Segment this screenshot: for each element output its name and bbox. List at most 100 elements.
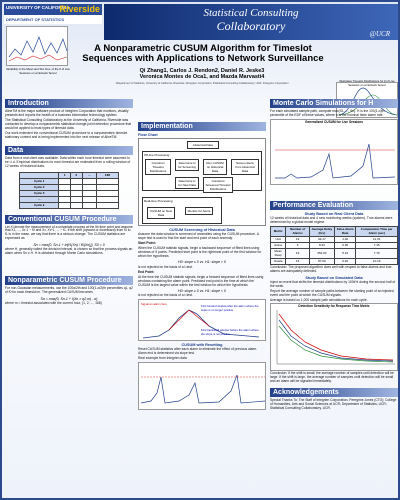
paragraph: Average is based on 1,000 sample path si… bbox=[270, 297, 368, 302]
column-header: Number of Alarms bbox=[285, 225, 310, 237]
column-header: Computation Time per Alarm (sec) bbox=[355, 225, 398, 237]
paragraph: Inject an event that shifts the timeslot… bbox=[270, 279, 396, 288]
flow-box: Construct Timeslot Distributions bbox=[145, 159, 171, 175]
department: DEPARTMENT OF STATISTICS bbox=[4, 15, 102, 24]
paragraph: Real example from Integrien data bbox=[138, 356, 187, 361]
paragraph: Report the average number of sample path… bbox=[270, 288, 394, 297]
author-line: Veronica Montes de Oca1, and Mazda Marva… bbox=[139, 74, 265, 81]
row-label: Cycle k bbox=[18, 201, 60, 209]
table-cell: 5.19 bbox=[333, 247, 357, 259]
flow-chart: Historical Data Off-line Processing Cons… bbox=[138, 138, 266, 226]
paragraphs: AlineTM is the major software product of… bbox=[5, 109, 133, 140]
affiliation: 1Department of Statistics, University of… bbox=[115, 82, 289, 85]
table-header: Metric Number of Alarms Average Delay (hrs… bbox=[269, 225, 398, 237]
figure-title: Generalized CUSUM for Live Sessions bbox=[305, 119, 363, 124]
author-line: Qi Zhang1, Carlos J. Rendon2, Daniel R. … bbox=[139, 68, 265, 74]
flow-box: Monitor for Alerts bbox=[185, 207, 213, 215]
header-figure-left bbox=[6, 26, 68, 66]
flow-box: Historical Data bbox=[187, 141, 219, 149]
campus: Riverside bbox=[59, 4, 100, 14]
paragraph: Data from a real client was available. D… bbox=[5, 155, 131, 168]
paragraph: Let Xi denote the measurement of a univa… bbox=[5, 224, 133, 241]
subheading: Study Based on Simulated Data bbox=[305, 275, 363, 280]
table-cell: Mean Resp bbox=[269, 247, 287, 259]
flow-box: Screen Alerts from Historical Data bbox=[231, 159, 259, 175]
paragraph: The Statistical Consulting Collaboratory… bbox=[5, 117, 132, 130]
authors: Qi Zhang1, Carlos J. Rendon2, Daniel R. … bbox=[92, 68, 312, 81]
figure-title: Detection Sensitivity for Response Time … bbox=[298, 304, 370, 309]
banner-tag: @UCR bbox=[369, 30, 390, 38]
grid-cell bbox=[81, 201, 97, 209]
paragraph: Our work extended the conventional CUSUM… bbox=[5, 130, 128, 139]
paragraph: where m = timeslot associated with the c… bbox=[5, 301, 102, 306]
subheading: Flow Chart bbox=[138, 133, 158, 137]
paragraph: For each simulated sample path, compute … bbox=[270, 109, 385, 117]
section-heading: Data bbox=[5, 145, 133, 155]
timeslot-grid: 1 2... 168 Cycle 1 Cycle 2 Cycle 3... Cycle k bbox=[18, 171, 120, 209]
paragraph: Reset CUSUM statistics after each alarm … bbox=[138, 347, 258, 356]
screening-figure: Signal an alarm here First forward windo… bbox=[138, 299, 266, 342]
section-heading: Monte Carlo Simulations for H bbox=[270, 99, 398, 108]
table-cell: 0.20 bbox=[333, 257, 357, 265]
paragraph: is not rejected on the basis of a t-test… bbox=[138, 293, 193, 298]
logo: UNIVERSITY OF CALIFORNIA Riverside DEPAR… bbox=[4, 4, 102, 24]
paragraphs: Let Xi denote the measurement of a univa… bbox=[5, 224, 133, 242]
table-row: Oracle 15 87.50 0.20 10.19 bbox=[269, 257, 398, 265]
resetting-figure bbox=[138, 362, 266, 411]
column-header: Metric bbox=[269, 225, 287, 237]
paragraph: 12 weeks of historical data and 4 new mo… bbox=[270, 215, 393, 224]
flow-group: Real-time Processing bbox=[142, 197, 222, 224]
flow-box: Determine H for New Data bbox=[175, 177, 199, 189]
annotation: First forward window after the alarm whe… bbox=[201, 304, 259, 313]
paragraphs: Data from a real client was available. D… bbox=[5, 155, 133, 169]
paragraphs: For non-Gaussian measurements, use the 1… bbox=[5, 286, 133, 295]
label: End Point: bbox=[138, 269, 155, 274]
paragraphs: Inject an event that shifts the timeslot… bbox=[270, 279, 398, 303]
formula: H0: slope ≥ 0 vs. H1: slope < 0 bbox=[178, 288, 226, 293]
paragraph: When the CUSUM statistic signals, begin … bbox=[138, 245, 262, 258]
formula: Sn = max{0, Sn-1 + I(Xn > q2,m) - α} bbox=[40, 296, 98, 301]
section-heading: Conventional CUSUM Procedure bbox=[5, 214, 133, 224]
column-header: Average Delay (hrs) bbox=[308, 225, 335, 237]
sensitivity-plot bbox=[276, 310, 395, 365]
label: Start Point: bbox=[138, 240, 156, 245]
table-cell: 87.50 bbox=[308, 257, 335, 265]
grid-cell bbox=[70, 201, 83, 209]
paragraph: Assume the data window is screened of an… bbox=[138, 232, 259, 240]
section-heading: Nonparametric CUSUM Procedure bbox=[5, 276, 133, 286]
flow-box: CUSUM on New Data bbox=[147, 207, 175, 219]
title: A Nonparametric CUSUM Algorithm for Time… bbox=[82, 43, 324, 64]
annotation: First backward window before the alarm w… bbox=[201, 328, 259, 337]
cusum-plot bbox=[275, 143, 396, 179]
grid-row: Cycle k bbox=[18, 201, 120, 209]
flow-box: Run CUSUM on Historical Data bbox=[203, 159, 227, 175]
grid-row: Cycle 3 bbox=[18, 189, 120, 197]
subheading: CUSUM with Resetting bbox=[181, 343, 223, 348]
paragraph: At the time the CUSUM statistic signals,… bbox=[138, 274, 264, 287]
university: UNIVERSITY OF CALIFORNIA bbox=[6, 5, 70, 10]
banner-line1: Statistical Consulting bbox=[203, 7, 299, 19]
grid-cell bbox=[58, 201, 72, 209]
table-cell: 15 bbox=[285, 257, 310, 265]
paragraph: Special Thanks To: The Staff of Integrie… bbox=[270, 398, 397, 411]
paragraph: Conclusion: If the shift is small, the a… bbox=[270, 371, 394, 384]
section-heading: Implementation bbox=[138, 122, 266, 131]
paragraph: For non-Gaussian measurements, use the 1… bbox=[5, 286, 133, 295]
table-cell: Oracle bbox=[269, 257, 287, 265]
column-header: False Alarm Rate bbox=[333, 225, 357, 237]
table-cell: 10.19 bbox=[355, 257, 398, 265]
paragraph: Conclusion: The proposed algorithm does … bbox=[270, 264, 392, 273]
sparkline bbox=[8, 36, 68, 62]
table-cell: 7.79 bbox=[355, 247, 398, 259]
right-column: Monte Carlo Simulations for H For each s… bbox=[269, 97, 398, 412]
annotation: Signal an alarm here bbox=[141, 302, 167, 307]
caption: Illustrative Timeslot Distributions for … bbox=[339, 79, 395, 87]
banner: Statistical Consulting Collaboratory @UC… bbox=[104, 4, 398, 40]
formula: Sn = max{0, Sn-1 + ln[f1(Xn) / f0(Xn)]},… bbox=[33, 242, 105, 247]
density-curves bbox=[338, 87, 398, 116]
section-heading: Introduction bbox=[5, 99, 133, 108]
middle-column: Implementation Flow Chart Historical Dat… bbox=[138, 120, 266, 411]
sensitivity-figure: Detection Sensitivity for Response Time … bbox=[270, 303, 398, 372]
subheading: CUSUM Screening of Historical Data bbox=[169, 228, 235, 232]
